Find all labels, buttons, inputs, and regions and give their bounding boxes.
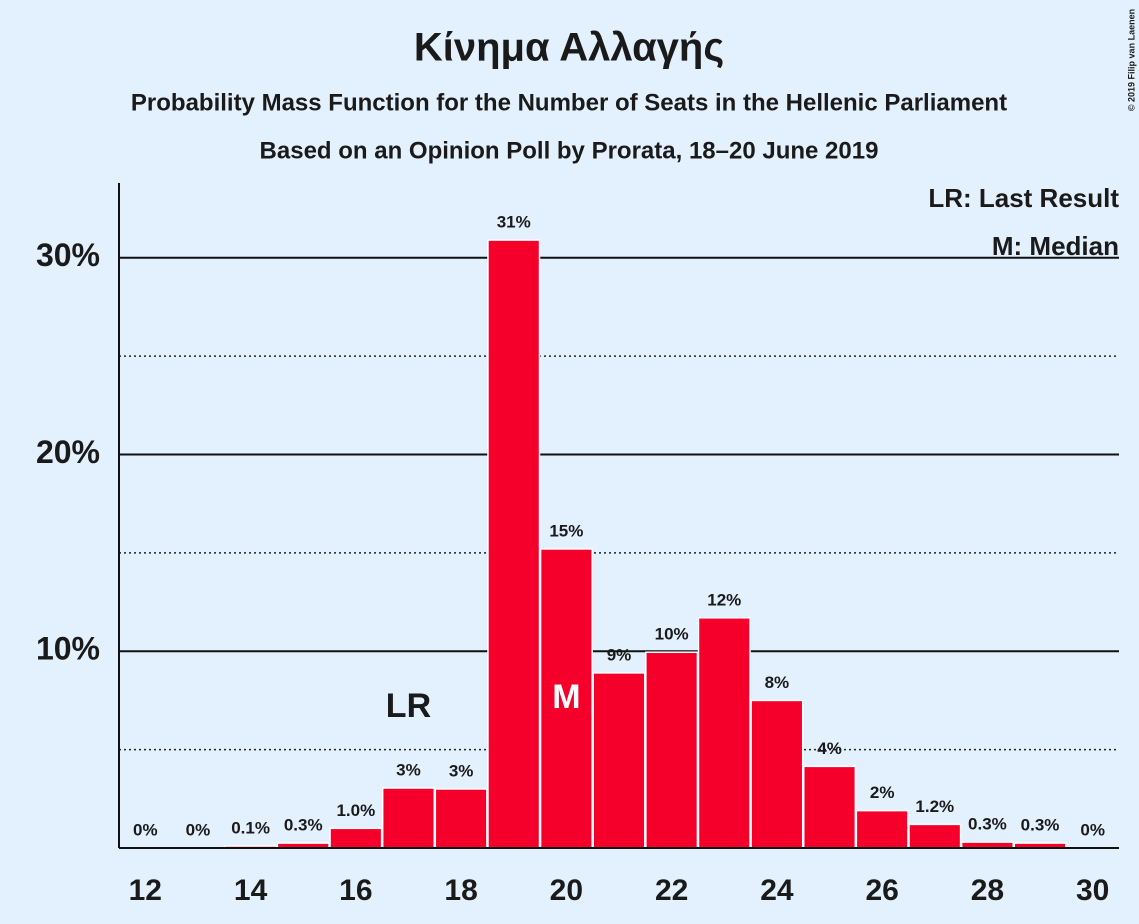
value-label: 4% <box>817 739 842 758</box>
x-tick-label: 14 <box>234 874 268 907</box>
bar <box>539 548 593 849</box>
chart-subtitle: Based on an Opinion Poll by Prorata, 18–… <box>260 137 879 164</box>
chart-subtitle: Probability Mass Function for the Number… <box>131 89 1007 116</box>
legend-entry: LR: Last Result <box>928 183 1119 213</box>
annotation: M <box>552 678 580 716</box>
x-tick-label: 24 <box>760 874 794 907</box>
annotation: LR <box>386 687 431 725</box>
value-label: 0% <box>1080 820 1105 839</box>
y-tick-label: 20% <box>36 434 100 470</box>
x-tick-label: 12 <box>129 874 162 907</box>
value-label: 15% <box>549 521 583 540</box>
bar <box>434 788 488 849</box>
value-label: 3% <box>396 760 421 779</box>
bar <box>802 765 857 849</box>
value-label: 0.3% <box>968 815 1007 834</box>
value-label: 0.3% <box>284 816 323 835</box>
value-label: 0.1% <box>231 819 270 838</box>
x-tick-label: 22 <box>655 874 688 907</box>
value-label: 3% <box>449 761 474 780</box>
bar <box>592 672 646 849</box>
x-tick-label: 20 <box>550 874 583 907</box>
value-label: 0.3% <box>1021 816 1060 835</box>
x-tick-label: 30 <box>1076 874 1109 907</box>
value-label: 1.0% <box>336 801 375 820</box>
chart-title: Κίνημα Αλλαγής <box>414 26 724 70</box>
bar <box>645 651 699 849</box>
bar <box>487 239 541 849</box>
bar <box>855 809 909 849</box>
value-label: 0% <box>186 820 211 839</box>
y-tick-label: 30% <box>36 237 100 273</box>
bar <box>908 823 962 849</box>
value-label: 10% <box>655 625 689 644</box>
value-label: 2% <box>870 783 895 802</box>
bar <box>381 787 436 849</box>
bar <box>697 617 751 849</box>
value-label: 8% <box>765 673 790 692</box>
x-tick-label: 16 <box>339 874 372 907</box>
legend-entry: M: Median <box>992 231 1119 261</box>
value-label: 12% <box>707 590 741 609</box>
y-tick-label: 10% <box>36 631 100 667</box>
x-tick-label: 28 <box>971 874 1004 907</box>
copyright: © 2019 Filip van Laenen <box>1126 9 1136 111</box>
x-tick-label: 18 <box>444 874 477 907</box>
value-label: 0% <box>133 820 158 839</box>
bar <box>329 827 383 849</box>
bar <box>750 699 804 849</box>
value-label: 9% <box>607 645 632 664</box>
value-label: 31% <box>497 213 531 232</box>
value-label: 1.2% <box>915 797 954 816</box>
x-tick-label: 26 <box>865 874 898 907</box>
